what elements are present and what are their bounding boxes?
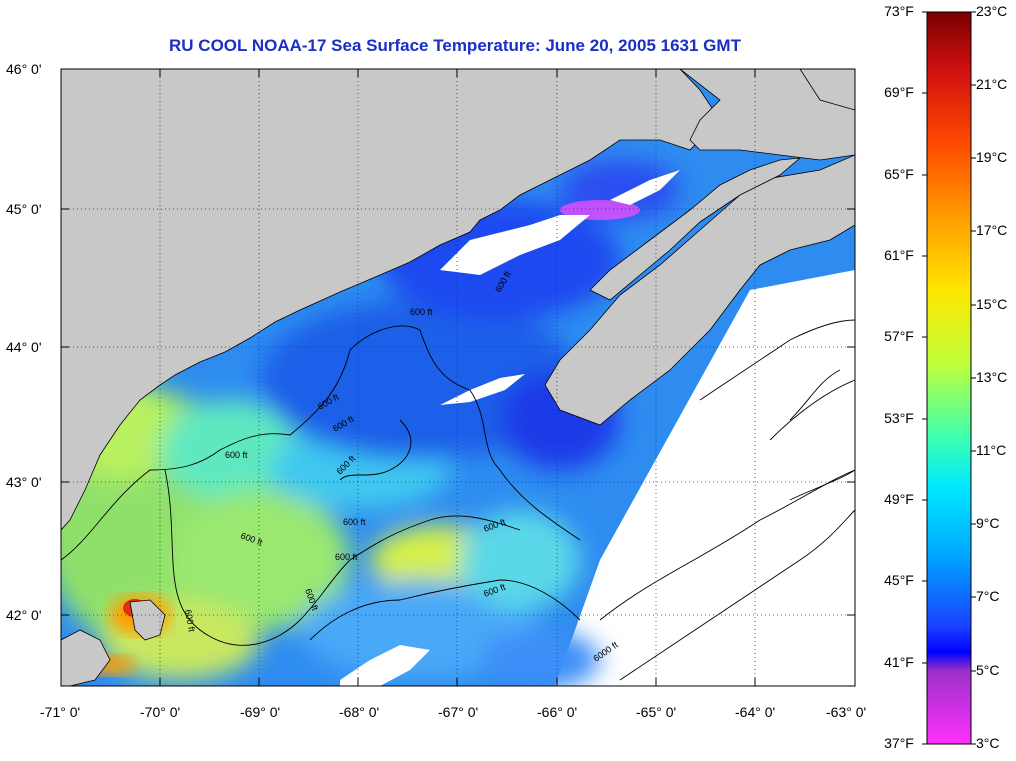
colorbar-f-label: 37°F	[884, 735, 914, 751]
lat-label: 44° 0'	[6, 339, 42, 355]
lon-label: -69° 0'	[240, 704, 281, 720]
lon-label: -67° 0'	[438, 704, 479, 720]
lon-label: -70° 0'	[140, 704, 181, 720]
lat-label: 42° 0'	[6, 607, 42, 623]
map-title: RU COOL NOAA-17 Sea Surface Temperature:…	[169, 36, 741, 55]
colorbar-c-label: 13°C	[976, 369, 1008, 385]
contour-label: 600 ft	[343, 517, 366, 527]
cloud-mask	[340, 170, 680, 686]
colorbar-c-label: 17°C	[976, 222, 1008, 238]
colorbar-f-label: 57°F	[884, 328, 914, 344]
contour-label: 600 ft	[225, 450, 248, 460]
colorbar-f-label: 45°F	[884, 572, 914, 588]
bathymetry-contours	[60, 319, 856, 681]
contour-label: 600 ft	[410, 307, 433, 317]
colorbar-c-label: 21°C	[976, 76, 1008, 92]
map-frame	[60, 68, 856, 687]
lat-label: 45° 0'	[6, 201, 42, 217]
lat-label: 43° 0'	[6, 474, 42, 490]
colorbar-c-label: 5°C	[976, 662, 1000, 678]
colorbar-f-label: 73°F	[884, 3, 914, 19]
contour-label: 600 ft	[335, 552, 358, 562]
axis-ticks	[60, 68, 856, 686]
colorbar-c-label: 9°C	[976, 515, 1000, 531]
colorbar-f-label: 65°F	[884, 166, 914, 182]
lon-label: -68° 0'	[339, 704, 380, 720]
lat-label: 46° 0'	[6, 61, 42, 77]
colorbar-c-label: 7°C	[976, 588, 1000, 604]
colorbar-c-label: 15°C	[976, 296, 1008, 312]
colorbar-ticks	[922, 11, 976, 745]
colorbar-c-label: 3°C	[976, 735, 1000, 751]
lon-label: -65° 0'	[636, 704, 677, 720]
lon-label: -64° 0'	[735, 704, 776, 720]
colorbar-f-label: 53°F	[884, 410, 914, 426]
lon-label: -63° 0'	[826, 704, 867, 720]
colorbar-c-label: 11°C	[976, 442, 1007, 458]
colorbar-f-label: 49°F	[884, 491, 914, 507]
graticule	[61, 69, 855, 686]
lon-label: -66° 0'	[537, 704, 578, 720]
colorbar-c-label: 23°C	[976, 3, 1008, 19]
colorbar-f-label: 41°F	[884, 654, 914, 670]
lon-label: -71° 0'	[40, 704, 81, 720]
colorbar-f-label: 69°F	[884, 84, 914, 100]
colorbar	[926, 11, 972, 745]
land	[61, 69, 855, 686]
colorbar-c-label: 19°C	[976, 149, 1008, 165]
colorbar-f-label: 61°F	[884, 247, 914, 263]
